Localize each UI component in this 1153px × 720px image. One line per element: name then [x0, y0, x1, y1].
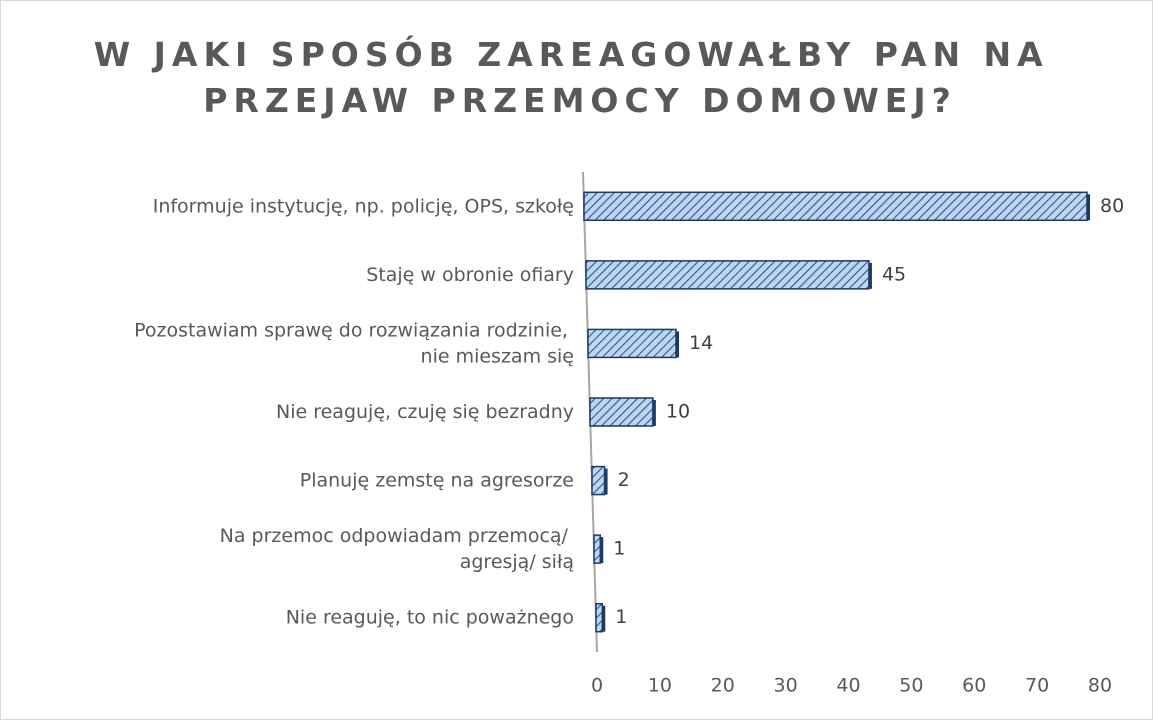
x-tick-label: 0 — [591, 675, 603, 697]
x-tick-label: 60 — [962, 675, 986, 697]
bar-side — [868, 262, 872, 289]
value-label: 10 — [666, 401, 690, 423]
bar — [589, 397, 654, 427]
value-label: 45 — [882, 263, 906, 285]
x-tick-label: 10 — [648, 675, 672, 697]
bar-side — [600, 537, 604, 564]
bar-side — [602, 605, 606, 632]
value-label: 1 — [615, 606, 627, 628]
bar-side — [604, 468, 608, 495]
bar-side — [676, 331, 680, 358]
x-tick-label: 50 — [899, 675, 923, 697]
x-tick-label: 70 — [1025, 675, 1049, 697]
value-label: 2 — [618, 469, 630, 491]
bar — [593, 534, 602, 564]
bar — [587, 328, 677, 359]
x-tick-label: 80 — [1088, 675, 1112, 697]
y-tick-label: Planuję zemstę na agresorze — [300, 469, 574, 491]
y-tick-label: Staję w obronie ofiary — [366, 263, 574, 285]
x-tick-label: 30 — [774, 675, 798, 697]
x-tick-label: 40 — [836, 675, 860, 697]
bar — [595, 602, 604, 633]
chart-title: W JAKI SPOSÓB ZAREAGOWAŁBY PAN NA PRZEJA… — [94, 34, 1066, 120]
y-tick-label: Pozostawiam sprawę do rozwiązania rodzin… — [134, 319, 574, 367]
y-tick-label: Na przemoc odpowiadam przemocą/ agresją/… — [220, 525, 574, 573]
bar-side — [1087, 194, 1090, 221]
bar — [583, 191, 1088, 222]
y-tick-label: Informuje instytucję, np. policję, OPS, … — [153, 195, 574, 217]
bar-side — [652, 400, 656, 426]
x-tick-label: 20 — [711, 675, 735, 697]
value-label: 1 — [613, 538, 625, 560]
value-label: 80 — [1100, 195, 1124, 217]
bar — [585, 260, 870, 290]
bar — [591, 465, 606, 496]
y-tick-label: Nie reaguję, czuję się bezradny — [276, 401, 574, 423]
y-tick-label: Nie reaguję, to nic poważnego — [286, 606, 574, 628]
value-label: 14 — [689, 332, 713, 354]
